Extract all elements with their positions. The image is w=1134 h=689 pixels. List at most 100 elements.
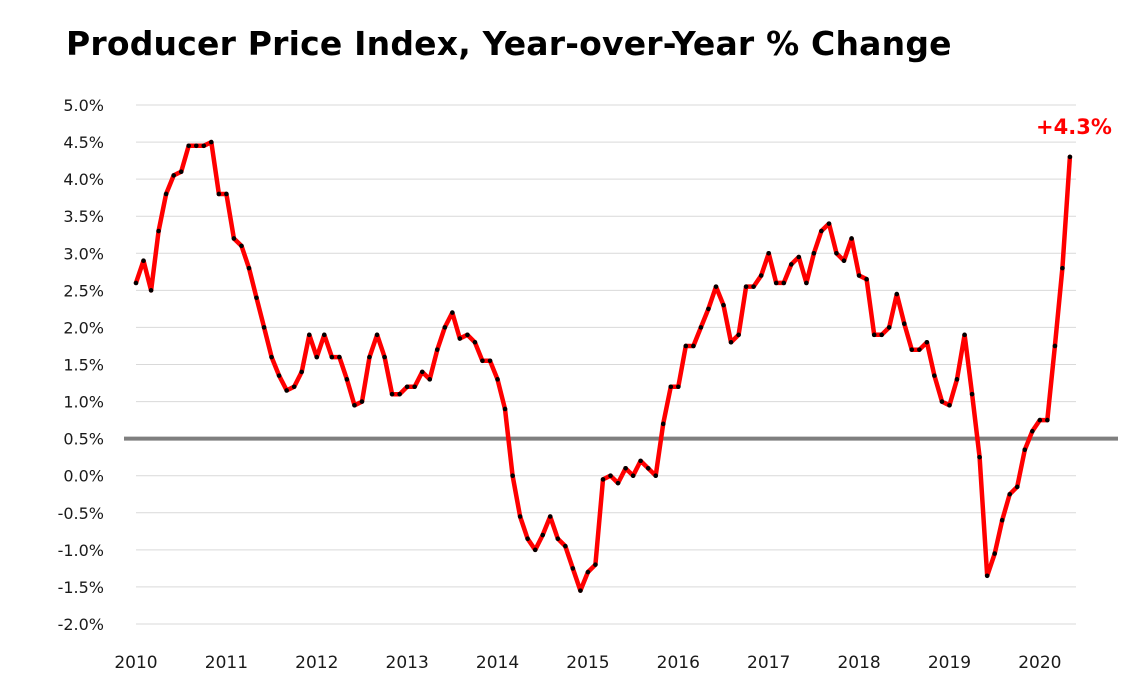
data-point xyxy=(382,354,387,360)
data-point xyxy=(804,280,809,286)
data-point xyxy=(826,221,832,226)
x-tick-label: 2016 xyxy=(657,653,700,673)
x-axis-ticks: 2010 2011 2012 2013 2014 2015 2016 2017 2018 2019… xyxy=(114,653,1061,673)
data-point xyxy=(1037,417,1043,423)
data-point xyxy=(924,339,930,345)
data-point xyxy=(314,354,320,360)
data-point xyxy=(969,391,975,397)
data-point xyxy=(962,332,967,338)
y-tick-label: 5.0% xyxy=(63,96,104,115)
y-tick-label: 3.5% xyxy=(63,207,104,226)
data-point xyxy=(216,191,222,197)
x-tick-label: 2014 xyxy=(476,653,519,673)
data-point xyxy=(540,532,546,538)
peak-annotation: +4.3% xyxy=(1036,115,1112,139)
data-point xyxy=(563,543,568,549)
data-point xyxy=(977,454,982,460)
data-point xyxy=(660,421,666,427)
data-point xyxy=(555,536,561,542)
data-point xyxy=(419,369,425,375)
y-tick-label: 2.0% xyxy=(63,318,104,337)
y-tick-label: -1.5% xyxy=(58,578,104,597)
data-point xyxy=(337,354,342,360)
data-point xyxy=(1052,343,1058,349)
data-point xyxy=(487,358,493,364)
data-point xyxy=(254,295,259,301)
data-point xyxy=(713,284,719,289)
data-point xyxy=(668,384,674,390)
data-point xyxy=(178,169,184,175)
data-point xyxy=(284,388,289,393)
data-point xyxy=(638,458,643,464)
data-point xyxy=(751,284,756,289)
data-point xyxy=(427,377,433,382)
data-point xyxy=(721,302,726,308)
data-point xyxy=(201,143,207,149)
data-point xyxy=(630,473,636,479)
data-point xyxy=(239,243,244,249)
data-point xyxy=(374,332,380,338)
data-point xyxy=(434,347,440,352)
data-point xyxy=(676,384,681,390)
data-point xyxy=(856,273,862,278)
data-point xyxy=(525,536,530,542)
data-point xyxy=(894,291,900,297)
data-point xyxy=(796,254,802,260)
data-point xyxy=(231,236,237,241)
data-point xyxy=(442,325,448,330)
data-point xyxy=(608,473,613,479)
x-tick-label: 2012 xyxy=(295,653,338,673)
data-point xyxy=(1030,428,1035,434)
x-tick-label: 2015 xyxy=(566,653,609,673)
data-point xyxy=(502,406,508,412)
data-point xyxy=(909,347,915,352)
data-point xyxy=(773,280,779,286)
annotation-layer: +4.3% xyxy=(1036,115,1112,139)
data-point xyxy=(683,343,689,349)
data-point xyxy=(954,377,960,382)
data-point xyxy=(276,373,282,378)
data-point xyxy=(788,262,794,267)
data-point xyxy=(932,373,937,378)
data-point xyxy=(623,466,628,471)
data-point xyxy=(389,391,395,397)
data-point xyxy=(766,250,771,256)
data-point xyxy=(781,280,787,286)
data-point xyxy=(901,321,907,327)
data-point xyxy=(495,377,500,382)
x-tick-label: 2018 xyxy=(837,653,880,673)
data-point xyxy=(999,517,1005,523)
y-tick-label: 3.0% xyxy=(63,244,104,263)
y-tick-label: 1.0% xyxy=(63,393,104,412)
data-point xyxy=(148,288,154,293)
data-point xyxy=(472,339,478,345)
data-point xyxy=(510,473,515,479)
data-point xyxy=(224,191,229,197)
data-point xyxy=(834,250,839,256)
y-tick-label: 4.0% xyxy=(63,170,104,189)
data-point xyxy=(871,332,877,338)
data-point xyxy=(1045,417,1050,423)
data-point xyxy=(1067,154,1073,160)
x-tick-label: 2011 xyxy=(205,653,248,673)
data-point xyxy=(743,284,749,289)
data-point xyxy=(864,276,869,282)
data-point xyxy=(133,280,139,286)
data-point xyxy=(645,466,651,471)
data-point xyxy=(299,369,304,375)
data-point xyxy=(359,399,365,404)
y-tick-label: -2.0% xyxy=(58,615,104,634)
data-point xyxy=(585,569,591,575)
data-point xyxy=(412,384,417,390)
x-tick-label: 2010 xyxy=(114,653,157,673)
data-point xyxy=(841,258,847,264)
y-tick-label: 0.0% xyxy=(63,467,104,486)
data-point xyxy=(344,377,350,382)
data-point xyxy=(691,343,696,349)
data-point xyxy=(819,228,824,234)
data-point xyxy=(811,250,817,256)
data-point xyxy=(193,143,199,149)
data-point xyxy=(615,480,621,486)
data-point xyxy=(397,391,402,397)
